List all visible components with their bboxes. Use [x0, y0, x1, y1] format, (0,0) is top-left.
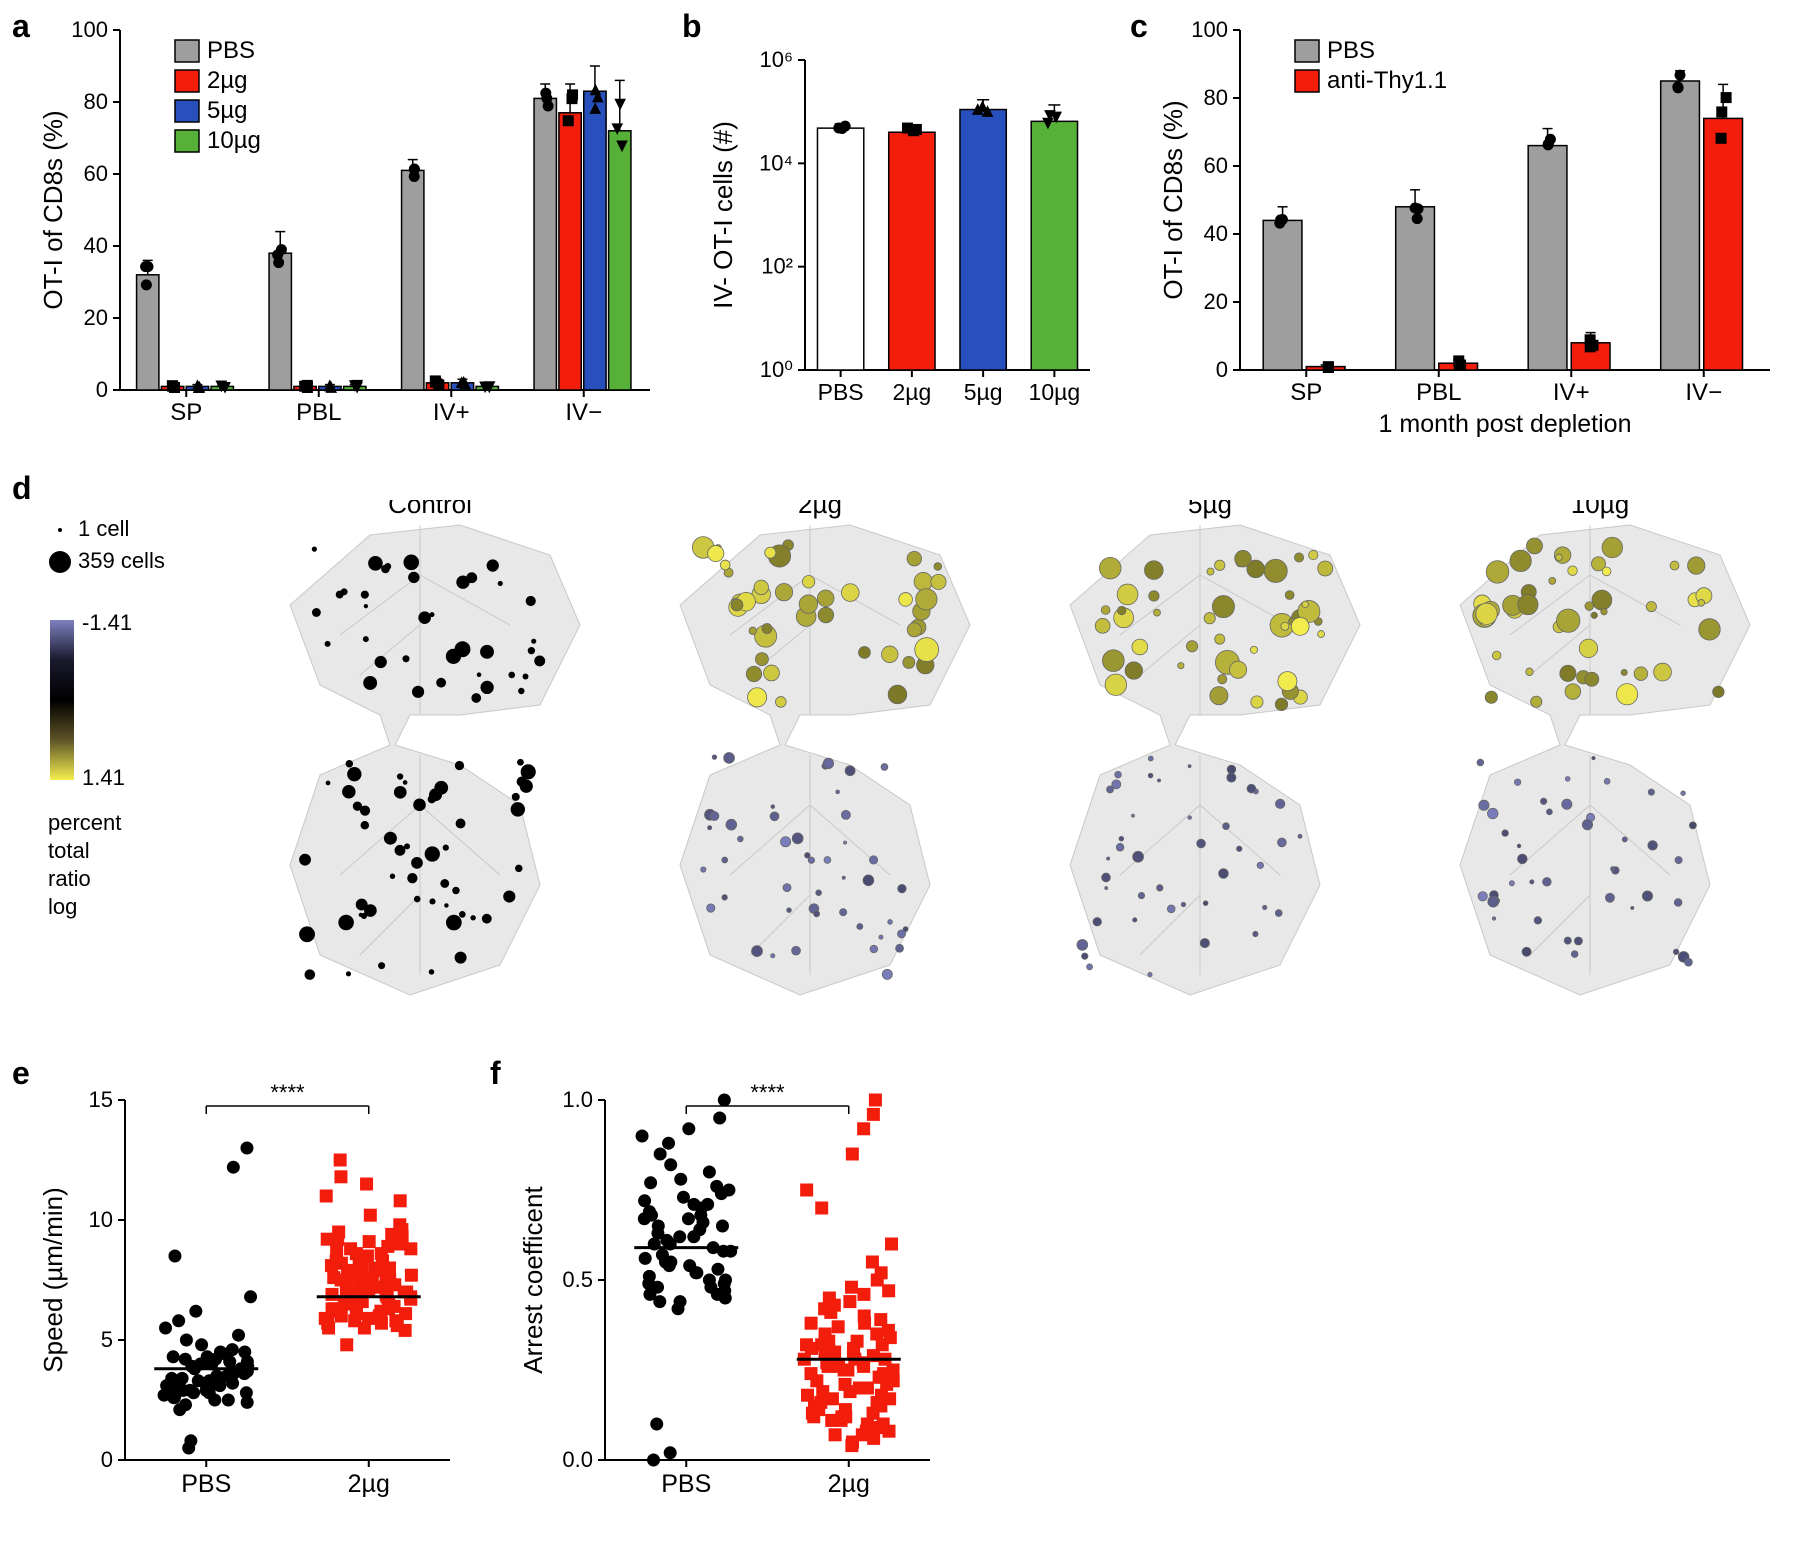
svg-text:log: log [48, 894, 77, 919]
svg-text:80: 80 [1204, 85, 1228, 110]
panel-label-c: c [1130, 8, 1148, 45]
svg-text:359 cells: 359 cells [78, 548, 165, 573]
panel-e-chart: 0 5 10 15 Speed (µm/min) PBS 2µg **** [40, 1070, 460, 1520]
svg-text:2µg: 2µg [348, 1470, 390, 1498]
svg-text:PBL: PBL [296, 399, 341, 426]
panel-a-chart: 0 20 40 60 80 100 OT-I of CD8s (%) SP PBL IV+ IV− P… [40, 20, 660, 450]
panel-f-chart: 0.0 0.5 1.0 Arrest coefficent PBS 2µg **** [520, 1070, 940, 1520]
svg-text:5µg: 5µg [1188, 500, 1232, 519]
svg-text:PBS: PBS [818, 379, 864, 405]
svg-text:1 cell: 1 cell [78, 516, 129, 541]
svg-text:Control: Control [388, 500, 472, 519]
svg-text:anti-Thy1.1: anti-Thy1.1 [1327, 67, 1447, 94]
svg-text:PBL: PBL [1416, 379, 1461, 406]
svg-text:0: 0 [1216, 357, 1228, 382]
svg-text:PBS: PBS [661, 1470, 711, 1498]
svg-text:IV+: IV+ [1553, 379, 1590, 406]
panel-d-lungmaps: 1 cell 359 cells -1.41 1.41 percent total rati… [30, 500, 1780, 1020]
panel-b-chart: 10⁰ 10² 10⁴ 10⁶ IV- OT-I cells (#) PBS 2µg 5µg 1… [710, 50, 1100, 450]
svg-text:****: **** [270, 1080, 305, 1105]
svg-text:5: 5 [101, 1327, 113, 1352]
svg-text:10²: 10² [761, 254, 793, 279]
svg-text:-1.41: -1.41 [82, 610, 132, 635]
svg-text:Speed (µm/min): Speed (µm/min) [40, 1187, 68, 1372]
svg-text:PBS: PBS [181, 1470, 231, 1498]
svg-text:2µg: 2µg [828, 1470, 870, 1498]
svg-text:Arrest coefficent: Arrest coefficent [520, 1186, 548, 1374]
svg-text:SP: SP [1290, 379, 1322, 406]
svg-text:20: 20 [84, 305, 108, 330]
svg-text:0.0: 0.0 [562, 1447, 593, 1472]
svg-text:0: 0 [101, 1447, 113, 1472]
svg-text:10⁰: 10⁰ [760, 357, 793, 382]
svg-text:****: **** [750, 1080, 785, 1105]
panel-label-d: d [12, 470, 32, 507]
svg-text:SP: SP [170, 399, 202, 426]
svg-text:1.0: 1.0 [562, 1087, 593, 1112]
svg-text:2µg: 2µg [892, 379, 931, 405]
svg-text:1 month post depletion: 1 month post depletion [1379, 410, 1632, 438]
svg-text:percent: percent [48, 810, 121, 835]
svg-text:40: 40 [1204, 221, 1228, 246]
svg-text:15: 15 [89, 1087, 113, 1112]
panel-label-e: e [12, 1055, 30, 1092]
svg-text:PBS: PBS [207, 37, 255, 64]
svg-text:10µg: 10µg [207, 127, 261, 154]
svg-text:1.41: 1.41 [82, 765, 125, 790]
svg-text:10: 10 [89, 1207, 113, 1232]
panel-label-f: f [490, 1055, 501, 1092]
svg-text:2µg: 2µg [207, 67, 248, 94]
svg-text:80: 80 [84, 89, 108, 114]
svg-text:total: total [48, 838, 90, 863]
svg-text:2µg: 2µg [798, 500, 842, 519]
svg-text:PBS: PBS [1327, 37, 1375, 64]
svg-text:10⁴: 10⁴ [759, 150, 793, 175]
svg-text:100: 100 [1191, 20, 1228, 42]
svg-text:40: 40 [84, 233, 108, 258]
svg-text:60: 60 [1204, 153, 1228, 178]
svg-text:5µg: 5µg [964, 379, 1003, 405]
svg-text:100: 100 [71, 20, 108, 42]
svg-text:IV- OT-I cells (#): IV- OT-I cells (#) [710, 121, 738, 309]
svg-text:IV−: IV− [1685, 379, 1722, 406]
panel-label-b: b [682, 8, 702, 45]
svg-text:10µg: 10µg [1571, 500, 1629, 519]
panel-label-a: a [12, 8, 30, 45]
svg-text:60: 60 [84, 161, 108, 186]
svg-text:OT-I of CD8s (%): OT-I of CD8s (%) [1160, 100, 1188, 299]
svg-text:IV+: IV+ [433, 399, 470, 426]
svg-text:10⁶: 10⁶ [759, 50, 793, 72]
svg-text:0.5: 0.5 [562, 1267, 593, 1292]
svg-text:ratio: ratio [48, 866, 91, 891]
svg-text:OT-I of CD8s (%): OT-I of CD8s (%) [40, 110, 68, 309]
panel-c-chart: 0 20 40 60 80 100 OT-I of CD8s (%) SP PBL IV+ IV− 1… [1160, 20, 1780, 450]
svg-text:10µg: 10µg [1029, 379, 1081, 405]
svg-text:IV−: IV− [565, 399, 602, 426]
svg-text:5µg: 5µg [207, 97, 248, 124]
svg-text:20: 20 [1204, 289, 1228, 314]
svg-text:0: 0 [96, 377, 108, 402]
